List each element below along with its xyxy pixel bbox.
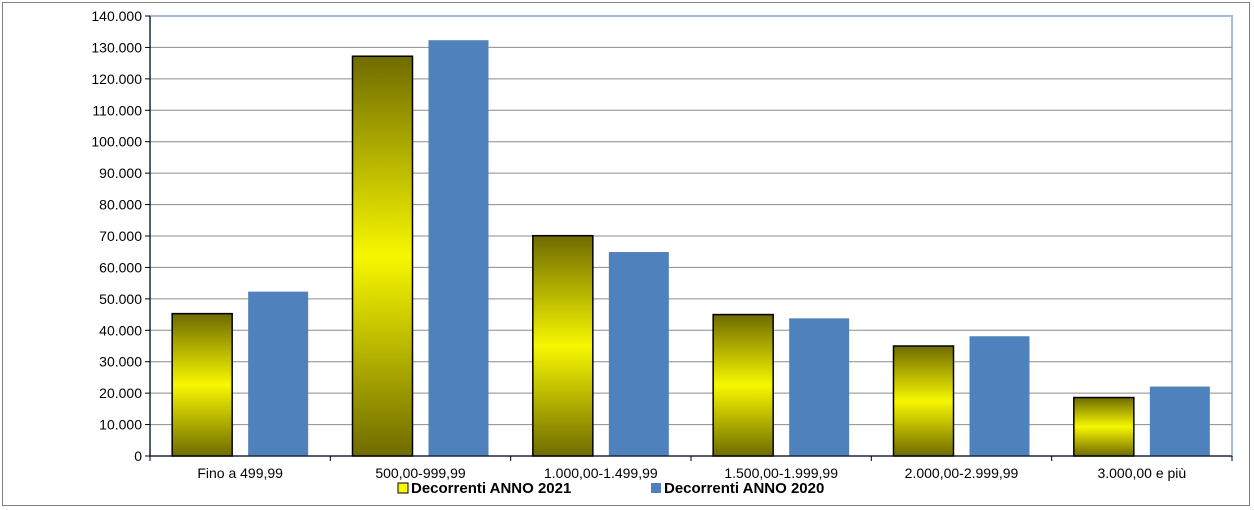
x-tick-label: 1.000,00-1.499,99	[544, 465, 658, 481]
y-tick-label: 80.000	[99, 197, 142, 213]
bar-2020	[789, 318, 850, 456]
y-tick-label: 20.000	[99, 385, 142, 401]
y-tick-label: 50.000	[99, 291, 142, 307]
y-tick-label: 0	[134, 448, 142, 464]
bar-2020	[969, 336, 1030, 456]
y-tick-label: 120.000	[91, 71, 142, 87]
y-tick-label: 60.000	[99, 259, 142, 275]
legend: Decorrenti ANNO 2021 Decorrenti ANNO 2020	[397, 480, 824, 497]
x-tick-label: Fino a 499,99	[197, 465, 283, 481]
bar-2020	[248, 291, 309, 456]
bar-2021	[351, 55, 414, 457]
legend-swatch-2021	[397, 482, 409, 494]
bar-2021	[1073, 396, 1135, 457]
bar-2020	[428, 40, 489, 456]
legend-label-2021: Decorrenti ANNO 2021	[411, 480, 571, 497]
legend-label-2020: Decorrenti ANNO 2020	[664, 480, 824, 497]
y-tick-label: 10.000	[99, 417, 142, 433]
y-tick-label: 140.000	[91, 8, 142, 24]
bar-2020	[608, 252, 669, 456]
y-tick-label: 30.000	[99, 354, 142, 370]
bar-2020	[1149, 386, 1210, 456]
x-axis: Fino a 499,99 500,00-999,99 1.000,00-1.499…	[149, 455, 1233, 481]
y-tick-label: 90.000	[99, 165, 142, 181]
x-tick-label: 2.000,00-2.999,99	[905, 465, 1019, 481]
bar-2021	[532, 234, 594, 457]
y-tick-label: 40.000	[99, 322, 142, 338]
bar-2021	[171, 312, 233, 457]
bar-2021	[892, 345, 955, 457]
bar-2021	[712, 313, 774, 457]
y-tick-label: 110.000	[92, 102, 142, 118]
y-tick-label: 130.000	[91, 39, 142, 55]
x-tick-label: 500,00-999,99	[375, 465, 466, 481]
y-tick-label: 100.000	[91, 134, 142, 150]
gridlines	[150, 46, 1232, 426]
legend-swatch-2020	[651, 483, 661, 493]
y-axis: 0 10.000 20.000 30.000 40.000 50.000 60.000 70.…	[91, 8, 151, 464]
bars	[171, 40, 1210, 457]
x-tick-label: 1.500,00-1.999,99	[724, 465, 838, 481]
x-tick-label: 3.000,00 e più	[1097, 465, 1186, 481]
y-tick-label: 70.000	[99, 228, 142, 244]
